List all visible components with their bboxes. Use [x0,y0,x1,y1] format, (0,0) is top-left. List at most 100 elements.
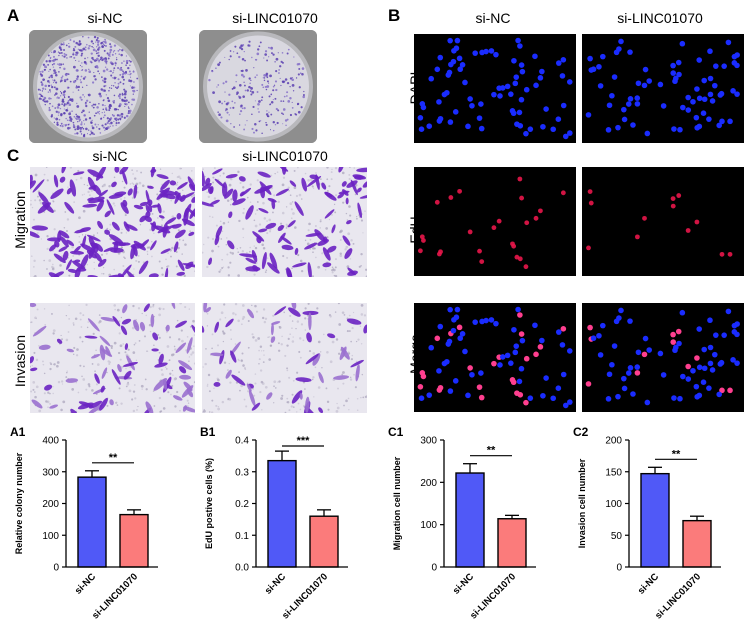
stained-cell [301,177,308,192]
dapi-nucleus [621,106,627,113]
stained-cell [254,186,271,194]
colony-dot [68,123,70,125]
stained-cell [88,404,103,413]
colony-dot [73,56,76,59]
colony-dot [117,109,119,111]
merge-nucleus [641,351,648,358]
membrane-pore [135,259,138,262]
membrane-pore [174,405,177,408]
colony-dot [91,119,93,121]
membrane-pore [344,248,347,251]
membrane-pore [158,260,161,263]
membrane-pore [284,354,287,357]
membrane-pore [52,329,56,332]
colony-dot [51,105,54,108]
y-tick-label: 100 [420,520,437,531]
membrane-pore [166,331,168,334]
x-category-label: si-NC [636,571,661,596]
membrane-pore [109,361,112,364]
y-tick-label: 100 [42,531,59,542]
colony-dot [48,89,51,91]
membrane-pore [65,338,69,342]
membrane-pore [43,173,46,176]
dapi-nucleus [457,66,464,73]
colony-dot [38,93,40,95]
merge-nucleus [609,361,615,368]
colony-dot [270,47,274,50]
membrane-pore [363,314,367,317]
stained-cell [87,197,94,201]
membrane-pore [177,229,180,232]
merge-nucleus [677,395,683,402]
colony-dot [55,73,58,77]
membrane-pore [304,307,307,310]
membrane-pore [151,212,154,215]
y-tick-label: 0 [53,563,59,574]
membrane-pore [36,232,39,234]
colony-dot [244,84,246,87]
membrane-pore [153,344,155,347]
colony-dot [68,119,71,122]
merge-nucleus [472,319,478,325]
colony-dot [119,81,122,84]
dapi-nucleus [510,110,517,117]
dapi-nucleus [512,80,519,87]
membrane-pore [138,339,141,342]
edu-nucleus [694,219,700,225]
membrane-pore [321,252,324,255]
colony-dot [39,89,42,91]
membrane-pore [277,200,280,203]
membrane-pore [335,338,339,341]
merge-nucleus [454,306,461,313]
stained-cell [278,232,286,243]
membrane-pore [72,322,75,324]
stained-cell [305,396,310,413]
edu-nucleus [676,193,682,198]
stained-cell [172,223,182,229]
colony-dot [47,80,50,83]
chart-panel-label: B1 [200,425,216,439]
membrane-pore [217,344,220,347]
membrane-pore [296,320,300,323]
merge-nucleus [559,342,566,348]
colony-dot [118,114,121,117]
stained-cell [143,303,150,312]
edu-nucleus [523,264,529,270]
membrane-pore [287,186,290,189]
stained-cell [106,199,115,215]
dapi-nucleus [483,48,489,55]
membrane-pore [120,316,123,319]
membrane-pore [228,183,232,187]
merge-nucleus [437,384,444,391]
membrane-pore [177,246,180,250]
colony-dot [48,76,51,79]
membrane-pore [85,388,88,391]
colony-dot [265,88,268,91]
colony-dot [68,112,71,116]
membrane-pore [211,216,214,218]
membrane-pore [167,391,170,394]
colony-dot [113,69,115,71]
membrane-pore [234,313,237,316]
colony-dot [108,87,111,89]
colony-dot [128,60,130,62]
colony-dot [101,79,104,82]
membrane-pore [120,246,123,249]
stained-cell [180,192,195,200]
merge-nucleus [701,365,708,372]
colony-dot [60,51,63,54]
colony-dot [55,81,58,84]
membrane-pore [139,224,142,226]
stained-cell [228,211,233,219]
stained-cell [82,235,87,248]
membrane-pore [211,347,213,350]
colony-dot [75,86,78,89]
membrane-pore [87,383,91,386]
membrane-pore [160,224,163,227]
membrane-pore [145,388,148,391]
colony-dot [265,123,268,126]
dapi-nucleus [696,123,703,130]
membrane-pore [222,172,225,175]
merge-nucleus [685,376,692,382]
membrane-pore [219,220,222,223]
